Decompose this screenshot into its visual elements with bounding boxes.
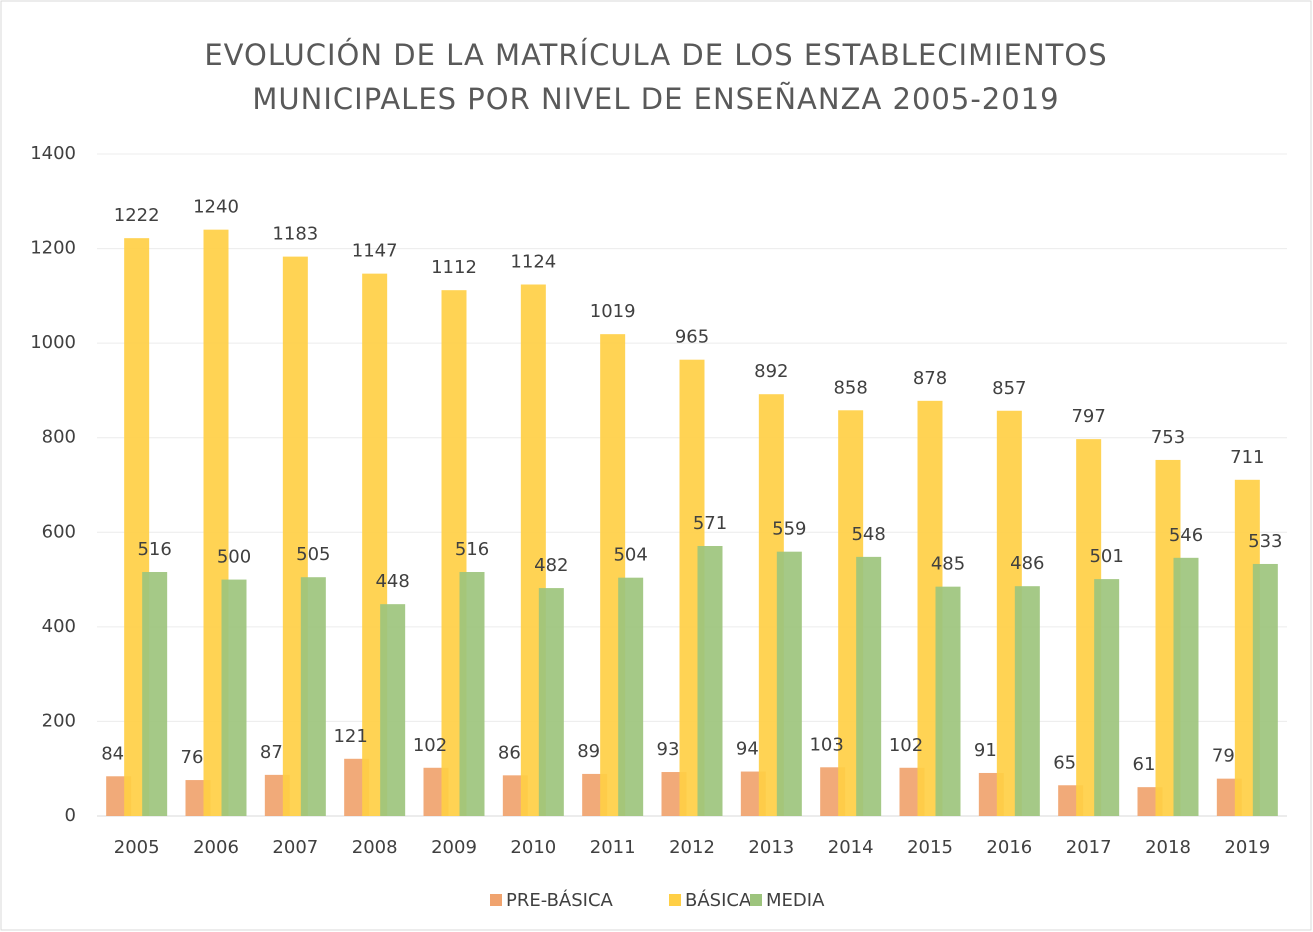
data-label: 965 xyxy=(675,327,709,348)
data-label: 84 xyxy=(101,743,124,764)
data-label: 878 xyxy=(913,368,947,389)
data-label: 91 xyxy=(974,740,997,761)
x-tick-label: 2014 xyxy=(828,837,874,858)
data-label: 1147 xyxy=(352,241,398,262)
data-label: 1112 xyxy=(431,257,477,278)
x-tick-label: 2007 xyxy=(272,837,318,858)
data-label: 753 xyxy=(1151,427,1185,448)
x-tick-label: 2012 xyxy=(669,837,715,858)
data-label: 76 xyxy=(181,747,204,768)
x-tick-label: 2013 xyxy=(748,837,794,858)
bar xyxy=(459,572,485,816)
data-label: 504 xyxy=(613,545,647,566)
y-tick-label: 1400 xyxy=(30,143,76,164)
bar xyxy=(1252,563,1278,816)
legend-swatch xyxy=(490,894,502,906)
data-label: 482 xyxy=(534,555,568,576)
bar xyxy=(856,556,882,816)
data-label: 892 xyxy=(754,361,788,382)
bar xyxy=(935,586,961,816)
bar xyxy=(142,572,168,816)
data-label: 102 xyxy=(889,735,923,756)
data-label: 94 xyxy=(736,739,759,760)
data-label: 516 xyxy=(455,539,489,560)
x-tick-label: 2008 xyxy=(352,837,398,858)
y-tick-label: 1000 xyxy=(30,332,76,353)
chart-title: EVOLUCIÓN DE LA MATRÍCULA DE LOS ESTABLE… xyxy=(204,38,1107,72)
data-label: 797 xyxy=(1071,406,1105,427)
data-label: 501 xyxy=(1089,546,1123,567)
x-tick-label: 2018 xyxy=(1145,837,1191,858)
data-label: 486 xyxy=(1010,553,1044,574)
x-tick-label: 2015 xyxy=(907,837,953,858)
data-label: 61 xyxy=(1133,754,1156,775)
data-label: 533 xyxy=(1248,531,1282,552)
y-tick-label: 200 xyxy=(42,710,76,731)
data-label: 93 xyxy=(657,739,680,760)
data-label: 1019 xyxy=(590,301,636,322)
data-label: 571 xyxy=(693,513,727,534)
legend-label: BÁSICA xyxy=(685,889,752,911)
bar xyxy=(221,579,247,816)
y-tick-label: 400 xyxy=(42,616,76,637)
data-label: 121 xyxy=(333,726,367,747)
y-tick-label: 1200 xyxy=(30,238,76,259)
y-tick-label: 600 xyxy=(42,521,76,542)
data-label: 548 xyxy=(851,524,885,545)
bar xyxy=(697,545,723,816)
data-label: 711 xyxy=(1230,447,1264,468)
data-label: 516 xyxy=(137,539,171,560)
data-label: 448 xyxy=(375,571,409,592)
data-label: 1183 xyxy=(272,224,318,245)
y-tick-label: 0 xyxy=(65,805,76,826)
legend-swatch xyxy=(669,894,681,906)
data-label: 1240 xyxy=(193,197,239,218)
x-tick-label: 2010 xyxy=(510,837,556,858)
bar xyxy=(776,551,802,816)
data-label: 87 xyxy=(260,742,283,763)
bar xyxy=(618,577,644,816)
data-label: 500 xyxy=(217,547,251,568)
bar xyxy=(380,604,406,816)
data-label: 858 xyxy=(833,377,867,398)
data-label: 102 xyxy=(413,735,447,756)
data-label: 546 xyxy=(1169,525,1203,546)
data-label: 857 xyxy=(992,378,1026,399)
legend-label: PRE-BÁSICA xyxy=(506,889,614,911)
chart-title: MUNICIPALES POR NIVEL DE ENSEÑANZA 2005-… xyxy=(252,82,1059,116)
x-tick-label: 2005 xyxy=(114,837,160,858)
data-label: 1222 xyxy=(114,205,160,226)
data-label: 505 xyxy=(296,544,330,565)
data-label: 1124 xyxy=(510,252,556,273)
data-label: 86 xyxy=(498,742,521,763)
bar xyxy=(538,588,564,816)
x-tick-label: 2017 xyxy=(1066,837,1112,858)
bar xyxy=(1094,579,1120,816)
x-tick-label: 2009 xyxy=(431,837,477,858)
data-label: 485 xyxy=(931,554,965,575)
data-label: 89 xyxy=(577,741,600,762)
bar xyxy=(1173,557,1199,816)
x-tick-label: 2016 xyxy=(986,837,1032,858)
data-label: 79 xyxy=(1212,746,1235,767)
data-label: 103 xyxy=(809,734,843,755)
bar xyxy=(300,577,326,816)
data-label: 559 xyxy=(772,519,806,540)
x-tick-label: 2011 xyxy=(590,837,636,858)
data-label: 65 xyxy=(1053,752,1076,773)
y-tick-label: 800 xyxy=(42,427,76,448)
bar xyxy=(1014,586,1040,816)
legend-label: MEDIA xyxy=(766,890,825,911)
x-tick-label: 2006 xyxy=(193,837,239,858)
legend-swatch xyxy=(750,894,762,906)
x-tick-label: 2019 xyxy=(1224,837,1270,858)
